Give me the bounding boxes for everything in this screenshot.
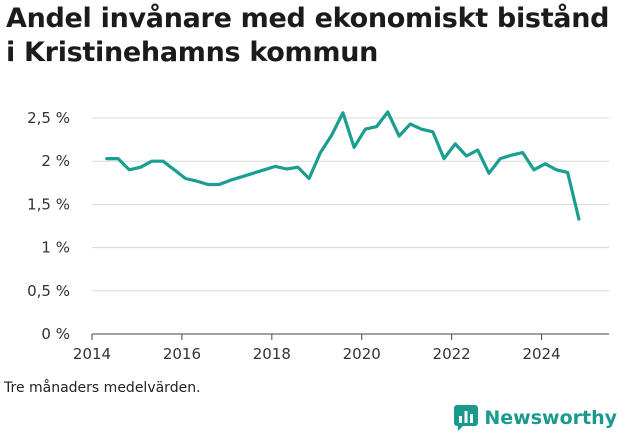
- chart-title: Andel invånare med ekonomiskt bistånd i …: [6, 3, 610, 68]
- y-tick-label: 2,5 %: [27, 109, 70, 127]
- x-tick-label: 2018: [253, 345, 291, 363]
- y-tick-label: 1,5 %: [27, 195, 70, 213]
- x-axis: [91, 333, 609, 340]
- newsworthy-logo[interactable]: Newsworthy: [454, 405, 617, 431]
- y-tick-label: 1 %: [41, 239, 70, 257]
- y-axis-tick-labels: 0 % 0,5 % 1 % 1,5 % 2 % 2,5 %: [27, 109, 70, 343]
- x-tick-label: 2020: [343, 345, 381, 363]
- x-tick-label: 2016: [163, 345, 201, 363]
- brand-name: Newsworthy: [484, 407, 617, 429]
- data-series: [105, 110, 581, 221]
- series-line: [105, 110, 581, 221]
- x-tick-label: 2014: [73, 345, 111, 363]
- x-tick-label: 2022: [433, 345, 471, 363]
- footnote: Tre månaders medelvärden.: [4, 380, 201, 396]
- x-tick-label: 2024: [522, 345, 560, 363]
- y-tick-label: 0,5 %: [27, 282, 70, 300]
- bar-chart-speech-icon: [454, 405, 479, 431]
- y-tick-label: 0 %: [41, 325, 70, 343]
- grid-lines: [92, 117, 609, 292]
- y-tick-label: 2 %: [41, 152, 70, 170]
- x-axis-tick-labels: 2014 2016 2018 2020 2022 2024: [73, 345, 561, 363]
